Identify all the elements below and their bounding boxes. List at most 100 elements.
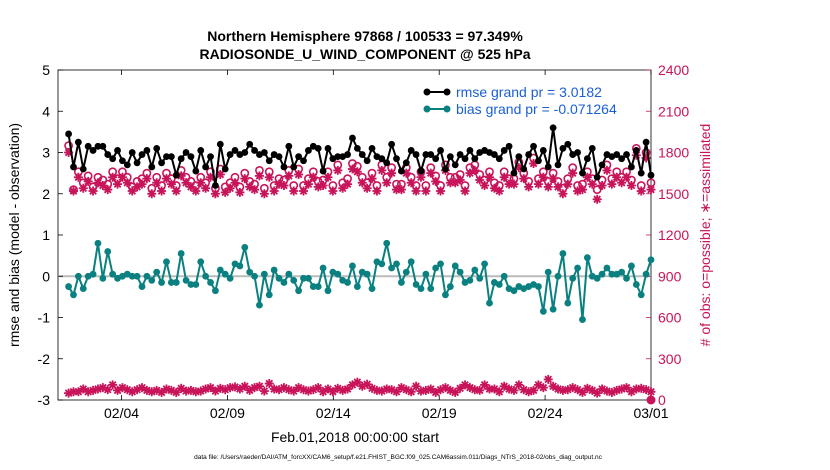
y-tick-label-left: -3	[38, 392, 51, 408]
bias-point	[564, 299, 572, 307]
rmse-point	[138, 151, 146, 158]
bias-point	[593, 274, 601, 282]
obs-assimilated-marker	[265, 173, 274, 182]
y-tick-label-right: 2100	[658, 103, 689, 119]
obs-assimilated-marker	[603, 166, 611, 175]
bias-point	[172, 279, 180, 286]
bias-point	[300, 274, 307, 282]
obs-assimilated-marker	[289, 187, 298, 195]
obs-assimilated-marker	[147, 189, 156, 198]
rmse-point	[246, 140, 254, 148]
obs-low-marker	[79, 385, 88, 393]
obs-assimilated-marker	[515, 163, 523, 172]
bias-point	[432, 264, 440, 272]
obs-assimilated-marker	[285, 172, 293, 180]
bias-point	[539, 307, 547, 315]
rmse-point	[349, 134, 356, 142]
obs-assimilated-marker	[94, 178, 102, 187]
bias-point	[79, 285, 87, 293]
obs-assimilated-marker	[456, 176, 464, 184]
rmse-point	[280, 163, 288, 171]
bias-point	[275, 274, 283, 282]
rmse-point	[172, 171, 180, 179]
obs-assimilated-marker	[270, 187, 278, 195]
obs-assimilated-marker	[196, 178, 205, 187]
rmse-point	[495, 155, 503, 163]
bias-point	[442, 291, 449, 299]
rmse-point	[99, 142, 107, 150]
bias-point	[202, 272, 210, 280]
rmse-point	[510, 169, 518, 177]
obs-assimilated-marker	[309, 173, 318, 182]
rmse-point	[554, 161, 562, 169]
y-tick-label-right: 900	[658, 268, 682, 284]
obs-assimilated-marker	[192, 187, 200, 195]
rmse-point	[500, 147, 508, 154]
rmse-point	[564, 140, 572, 148]
obs-assimilated-marker	[426, 169, 435, 177]
rmse-point	[520, 165, 528, 173]
obs-assimilated-marker	[99, 181, 107, 190]
rmse-point	[226, 151, 234, 158]
bias-point	[251, 272, 258, 280]
bias-point	[163, 258, 170, 266]
rmse-point	[412, 151, 420, 158]
bias-point	[618, 268, 626, 276]
bias-point	[216, 266, 224, 274]
obs-low-marker	[206, 383, 215, 392]
bias-point	[314, 283, 322, 290]
obs-low-marker	[544, 375, 553, 384]
obs-assimilated-marker	[470, 166, 479, 175]
obs-assimilated-marker	[627, 181, 636, 190]
rmse-point	[358, 151, 366, 158]
rmse-point	[143, 147, 151, 154]
obs-low-marker	[598, 385, 606, 393]
obs-assimilated-marker	[622, 173, 631, 182]
bias-point	[598, 270, 606, 278]
bias-point	[265, 291, 273, 299]
obs-low-marker	[182, 387, 190, 395]
obs-assimilated-marker	[431, 177, 440, 186]
obs-low-marker	[426, 385, 435, 393]
rmse-point	[613, 151, 621, 158]
rmse-point	[265, 157, 273, 165]
bias-point	[363, 270, 371, 278]
bias-point	[167, 279, 175, 286]
bias-point	[393, 260, 400, 268]
bias-point	[158, 279, 165, 286]
y-tick-label-right: 1200	[658, 227, 689, 243]
rmse-point	[319, 167, 327, 175]
obs-assimilated-marker	[549, 174, 557, 183]
obs-low-marker	[402, 385, 411, 394]
obs-low-marker	[260, 387, 269, 395]
bias-point	[388, 264, 396, 272]
y-tick-label-right: 1800	[658, 145, 689, 161]
bias-point	[89, 270, 97, 278]
obs-assimilated-marker	[187, 183, 195, 191]
bias-point	[324, 287, 332, 295]
obs-assimilated-marker	[123, 178, 132, 187]
bias-point	[569, 274, 577, 282]
obs-low-marker	[363, 380, 371, 389]
rmse-point	[451, 161, 459, 169]
bias-point	[481, 260, 488, 268]
obs-assimilated-marker	[480, 181, 489, 190]
legend-bias-marker-b	[443, 105, 451, 113]
obs-assimilated-marker	[211, 189, 220, 198]
obs-assimilated-marker	[368, 174, 376, 183]
obs-assimilated-marker	[647, 185, 655, 194]
bias-point	[407, 258, 415, 266]
obs-low-marker	[559, 386, 567, 395]
y-tick-label-right: 2400	[658, 62, 689, 78]
obs-low-marker	[289, 387, 298, 395]
rmse-point	[402, 159, 410, 167]
rmse-point	[432, 155, 440, 163]
obs-assimilated-marker	[324, 173, 332, 182]
rmse-point	[393, 155, 400, 163]
bias-point	[632, 281, 640, 288]
obs-assimilated-marker	[245, 183, 254, 191]
obs-low-marker	[118, 383, 127, 392]
bias-point	[628, 262, 635, 270]
obs-assimilated-marker	[182, 178, 190, 187]
y-ticks-right: 0 300 600 900 1200 1500 1800 2100 2400	[646, 62, 689, 408]
